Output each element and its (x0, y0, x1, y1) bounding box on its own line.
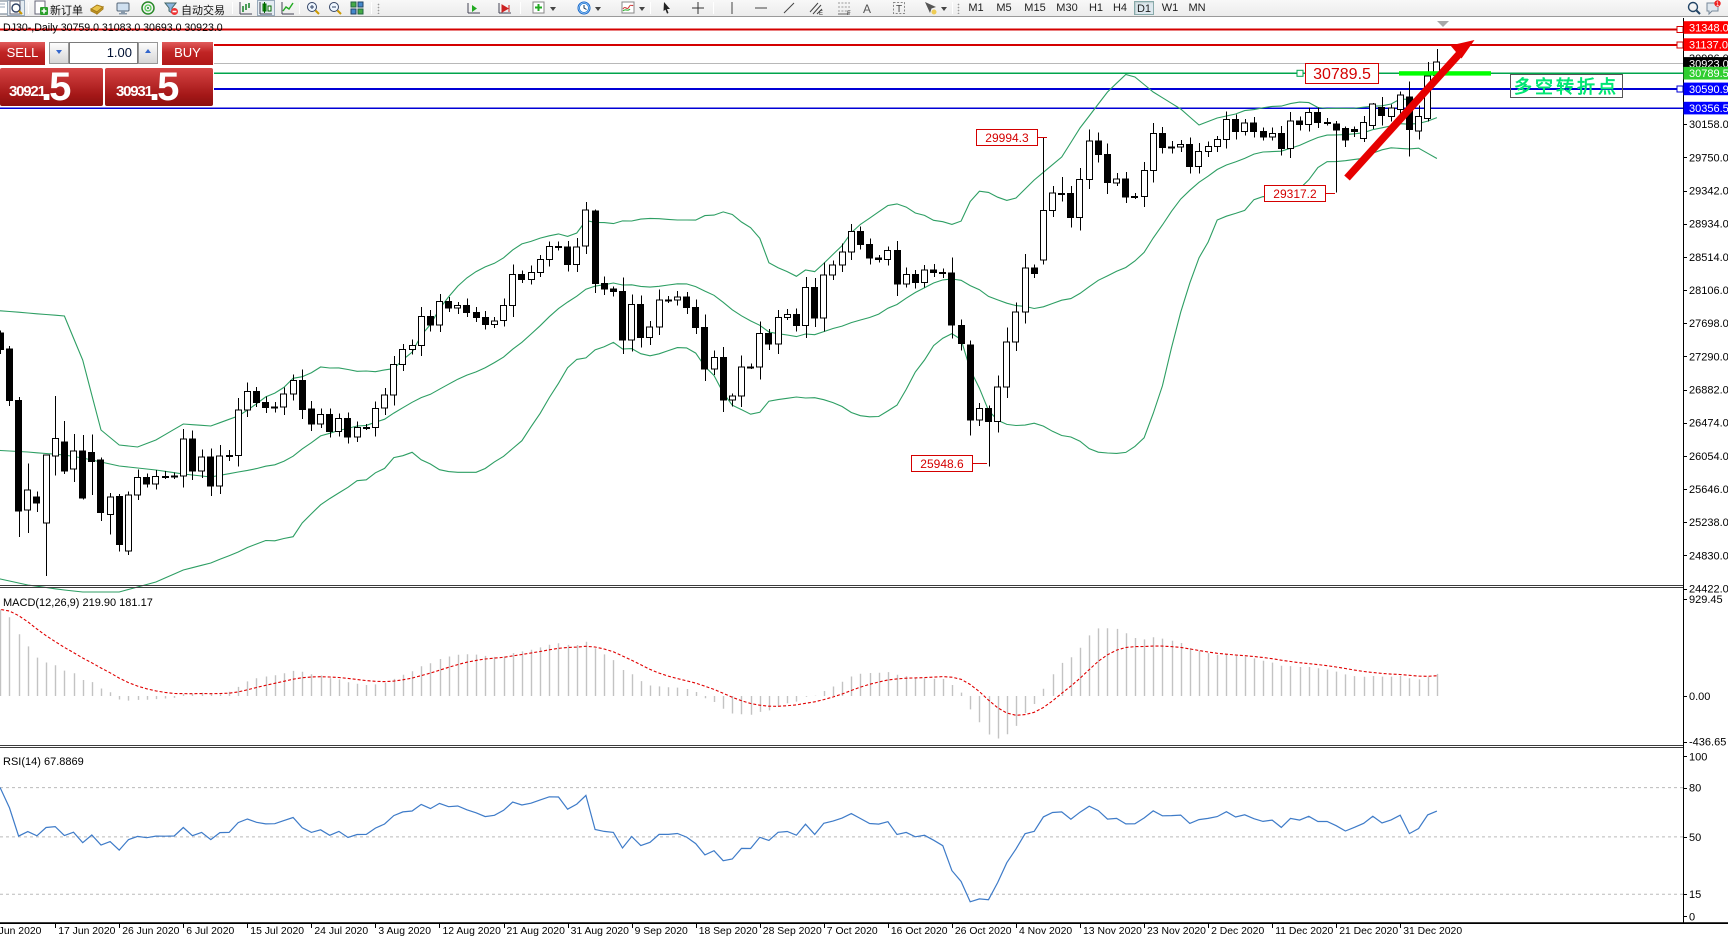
svg-text:30158.0: 30158.0 (1689, 119, 1728, 131)
svg-text:4 Nov 2020: 4 Nov 2020 (1019, 926, 1072, 937)
svg-text:31 Aug 2020: 31 Aug 2020 (571, 926, 630, 937)
svg-text:80: 80 (1689, 783, 1701, 795)
svg-text:F: F (847, 11, 851, 16)
svg-text:29342.0: 29342.0 (1689, 186, 1728, 198)
svg-text:31137.0: 31137.0 (1689, 40, 1728, 52)
svg-text:11 Dec 2020: 11 Dec 2020 (1275, 926, 1333, 937)
svg-text:29750.0: 29750.0 (1689, 152, 1728, 164)
svg-text:25646.0: 25646.0 (1689, 484, 1728, 496)
svg-text:21 Dec 2020: 21 Dec 2020 (1339, 926, 1398, 937)
svg-text:100: 100 (1689, 752, 1707, 764)
svg-text:17 Jun 2020: 17 Jun 2020 (58, 926, 115, 937)
svg-text:30789.5: 30789.5 (1689, 68, 1728, 80)
svg-text:26474.0: 26474.0 (1689, 418, 1728, 430)
svg-text:26 Oct 2020: 26 Oct 2020 (955, 926, 1012, 937)
svg-text:28934.0: 28934.0 (1689, 219, 1728, 231)
svg-text:31348.0: 31348.0 (1689, 23, 1728, 35)
svg-text:9 Sep 2020: 9 Sep 2020 (635, 926, 688, 937)
svg-text:28 Sep 2020: 28 Sep 2020 (763, 926, 822, 937)
svg-text:RSI(14) 67.8869: RSI(14) 67.8869 (3, 756, 84, 768)
svg-text:-436.65: -436.65 (1689, 737, 1726, 749)
svg-text:24830.0: 24830.0 (1689, 550, 1728, 562)
svg-text:1: 1 (1716, 2, 1720, 8)
svg-text:12 Aug 2020: 12 Aug 2020 (443, 926, 502, 937)
svg-text:13 Nov 2020: 13 Nov 2020 (1083, 926, 1142, 937)
svg-text:27698.0: 27698.0 (1689, 318, 1728, 330)
svg-text:23 Nov 2020: 23 Nov 2020 (1147, 926, 1206, 937)
svg-text:16 Oct 2020: 16 Oct 2020 (891, 926, 948, 937)
svg-text:DJ30-,Daily 30759.0 31083.0 3: DJ30-,Daily 30759.0 31083.0 30693.0 3092… (3, 22, 223, 34)
svg-text:30356.5: 30356.5 (1689, 103, 1728, 115)
svg-text:28514.0: 28514.0 (1689, 252, 1728, 264)
svg-text:929.45: 929.45 (1689, 594, 1723, 606)
svg-text:15: 15 (1689, 889, 1701, 901)
svg-text:6 Jul 2020: 6 Jul 2020 (186, 926, 234, 937)
svg-text:25238.0: 25238.0 (1689, 517, 1728, 529)
svg-text:18 Sep 2020: 18 Sep 2020 (699, 926, 758, 937)
svg-text:T: T (896, 4, 902, 15)
svg-text:30590.9: 30590.9 (1689, 84, 1728, 96)
svg-text:0.00: 0.00 (1689, 691, 1710, 703)
svg-text:2 Dec 2020: 2 Dec 2020 (1211, 926, 1264, 937)
svg-text:28106.0: 28106.0 (1689, 285, 1728, 297)
svg-text:21 Aug 2020: 21 Aug 2020 (507, 926, 566, 937)
svg-text:50: 50 (1689, 832, 1701, 844)
svg-text:24422.0: 24422.0 (1689, 584, 1728, 596)
svg-text:27290.0: 27290.0 (1689, 351, 1728, 363)
svg-text:8 Jun 2020: 8 Jun 2020 (0, 926, 42, 937)
svg-text:26882.0: 26882.0 (1689, 385, 1728, 397)
svg-text:31 Dec 2020: 31 Dec 2020 (1403, 926, 1462, 937)
svg-text:MACD(12,26,9) 219.90 181.17: MACD(12,26,9) 219.90 181.17 (3, 597, 153, 609)
svg-text:24 Jul 2020: 24 Jul 2020 (314, 926, 368, 937)
svg-text:0: 0 (1689, 912, 1695, 924)
svg-text:26054.0: 26054.0 (1689, 451, 1728, 463)
svg-text:7 Oct 2020: 7 Oct 2020 (827, 926, 878, 937)
svg-text:3 Aug 2020: 3 Aug 2020 (378, 926, 431, 937)
svg-text:15 Jul 2020: 15 Jul 2020 (250, 926, 304, 937)
svg-text:26 Jun 2020: 26 Jun 2020 (122, 926, 179, 937)
svg-text:E: E (819, 11, 823, 16)
